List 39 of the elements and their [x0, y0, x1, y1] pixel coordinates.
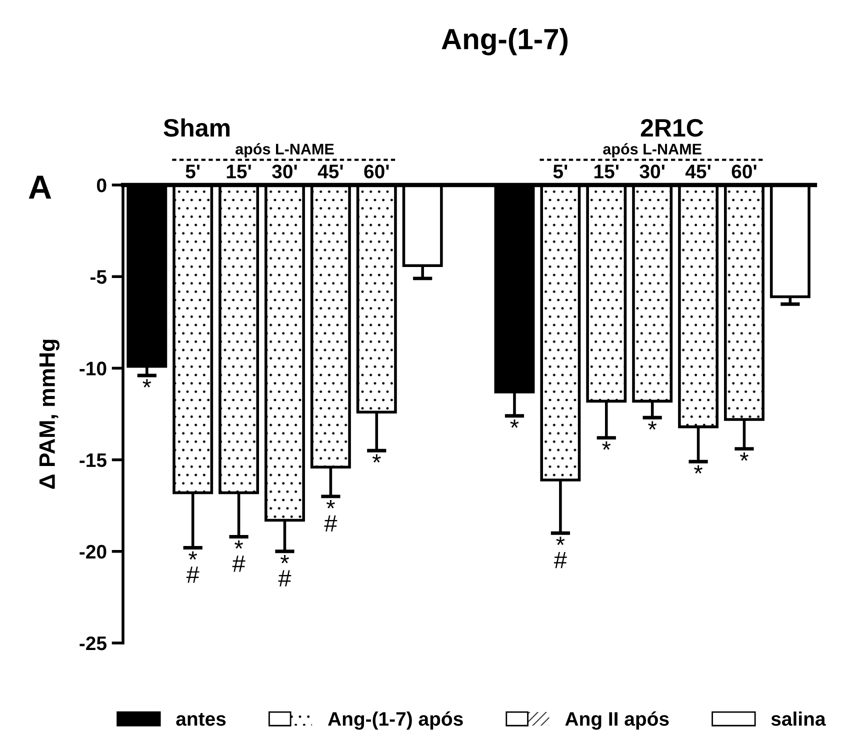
legend-label: salina	[771, 712, 826, 726]
y-tick-label: -15	[80, 453, 106, 468]
data-label: *	[648, 421, 657, 430]
y-tick-label: -20	[80, 544, 106, 559]
data-label: *	[510, 419, 519, 428]
x-tick-label: 15'	[594, 164, 619, 178]
text: 2R1C	[640, 119, 704, 137]
legend-label: Ang II após	[565, 711, 669, 730]
chart-title: Ang-(1-7)	[442, 28, 568, 56]
data-label: *	[602, 441, 611, 450]
data-label: *	[142, 379, 152, 388]
data-label: * #	[278, 555, 292, 586]
text: Sham	[164, 118, 230, 137]
data-label: * #	[232, 540, 246, 572]
x-tick-label: 15'	[226, 164, 251, 178]
y-tick-label: -25	[80, 636, 106, 650]
text: A	[28, 176, 52, 199]
text: após L-NAME	[603, 143, 702, 158]
x-tick-label: 30'	[640, 164, 664, 178]
data-label: * #	[554, 536, 567, 568]
y-tick-label: -5	[90, 270, 106, 284]
legend-label: antes	[176, 712, 226, 726]
data-label: * #	[324, 500, 338, 532]
x-tick-label: 5'	[186, 164, 200, 178]
x-tick-label: 5'	[553, 164, 568, 178]
x-tick-label: 45'	[685, 164, 710, 178]
x-tick-label: 60'	[364, 164, 389, 178]
x-tick-label: 60'	[732, 164, 756, 178]
data-label: *	[740, 452, 748, 461]
data-label: * #	[186, 551, 200, 583]
x-tick-label: 30'	[272, 164, 297, 178]
data-label: *	[694, 465, 703, 474]
x-tick-label: 45'	[318, 164, 343, 178]
y-tick-label: -10	[80, 362, 106, 376]
legend-label: Ang-(1-7) após	[328, 711, 463, 730]
y-tick-label: 0	[96, 178, 106, 192]
y-axis-title: Δ PAM, mmHg	[39, 340, 60, 489]
text: após L-NAME	[236, 143, 334, 158]
data-label: *	[372, 454, 381, 463]
